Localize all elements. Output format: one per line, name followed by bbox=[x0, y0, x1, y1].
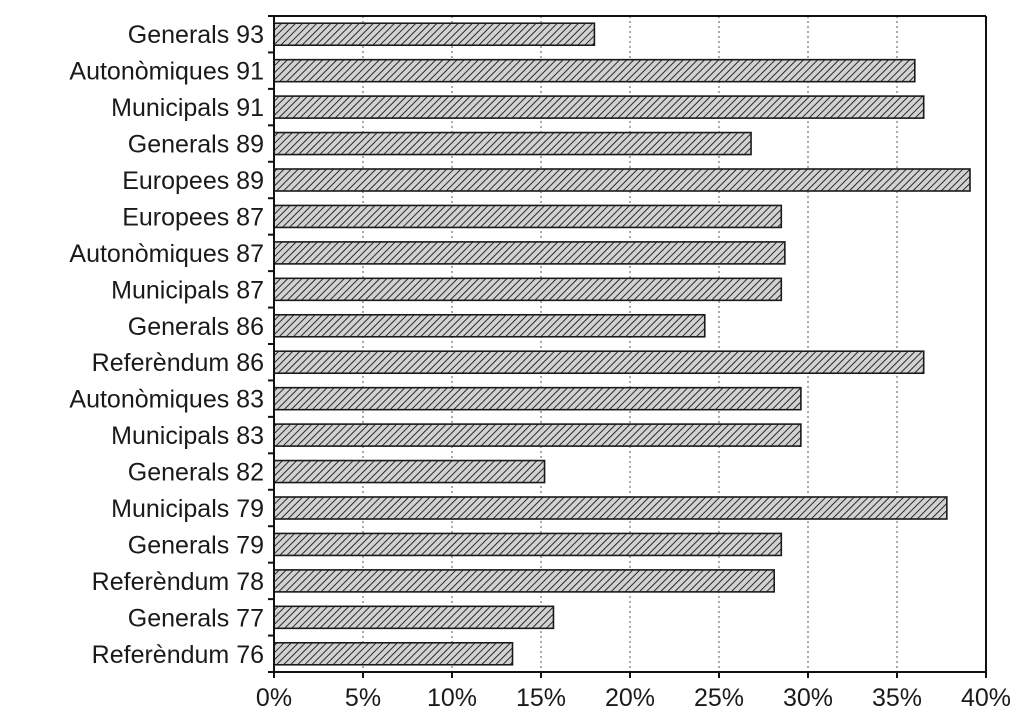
x-tick-label: 35% bbox=[872, 684, 922, 712]
x-tick-label: 5% bbox=[345, 684, 381, 712]
bar bbox=[273, 22, 596, 47]
x-tick-label: 40% bbox=[961, 684, 1011, 712]
x-tick-labels: 0% 5% 10% 15% 20% 25% 30% 35% 40% bbox=[256, 684, 1011, 712]
category-label: Referèndum 76 bbox=[92, 641, 264, 669]
bar bbox=[273, 496, 948, 520]
axes bbox=[268, 15, 987, 678]
category-label: Autonòmiques 87 bbox=[69, 240, 264, 268]
bar bbox=[273, 350, 925, 375]
category-label: Municipals 91 bbox=[111, 94, 264, 122]
bar bbox=[273, 58, 916, 83]
category-label: Referèndum 86 bbox=[92, 349, 264, 377]
bar bbox=[273, 569, 775, 593]
bar bbox=[273, 131, 752, 156]
x-tick-label: 20% bbox=[605, 684, 655, 712]
bar bbox=[273, 95, 925, 119]
x-tick-label: 10% bbox=[427, 684, 477, 712]
category-label: Generals 82 bbox=[128, 459, 264, 487]
category-label: Municipals 87 bbox=[111, 276, 264, 304]
category-label: Autonòmiques 91 bbox=[69, 58, 264, 86]
category-labels: Generals 93 Autonòmiques 91 Municipals 91 G… bbox=[69, 21, 264, 669]
bar bbox=[273, 459, 546, 484]
category-label: Generals 86 bbox=[128, 313, 264, 341]
bar bbox=[273, 532, 783, 557]
category-label: Autonòmiques 83 bbox=[69, 386, 264, 414]
x-tick-label: 25% bbox=[694, 684, 744, 712]
x-tick-label: 30% bbox=[783, 684, 833, 712]
bar bbox=[273, 241, 786, 265]
x-tick-label: 0% bbox=[256, 684, 292, 712]
category-label: Generals 93 bbox=[128, 21, 264, 49]
bar bbox=[273, 168, 971, 192]
bar bbox=[273, 313, 706, 338]
category-label: Generals 77 bbox=[128, 604, 264, 632]
category-label: Referèndum 78 bbox=[92, 568, 264, 596]
bars bbox=[273, 22, 971, 666]
category-label: Generals 89 bbox=[128, 131, 264, 159]
bar bbox=[273, 641, 514, 666]
bar bbox=[273, 605, 555, 630]
x-tick-label: 15% bbox=[516, 684, 566, 712]
bar bbox=[273, 386, 802, 411]
category-label: Municipals 79 bbox=[111, 495, 264, 523]
category-label: Europees 89 bbox=[122, 167, 264, 195]
bar bbox=[273, 423, 802, 447]
category-label: Generals 79 bbox=[128, 531, 264, 559]
category-label: Municipals 83 bbox=[111, 422, 264, 450]
bar bbox=[273, 277, 783, 302]
category-label: Europees 87 bbox=[122, 203, 264, 231]
bar bbox=[273, 204, 783, 229]
